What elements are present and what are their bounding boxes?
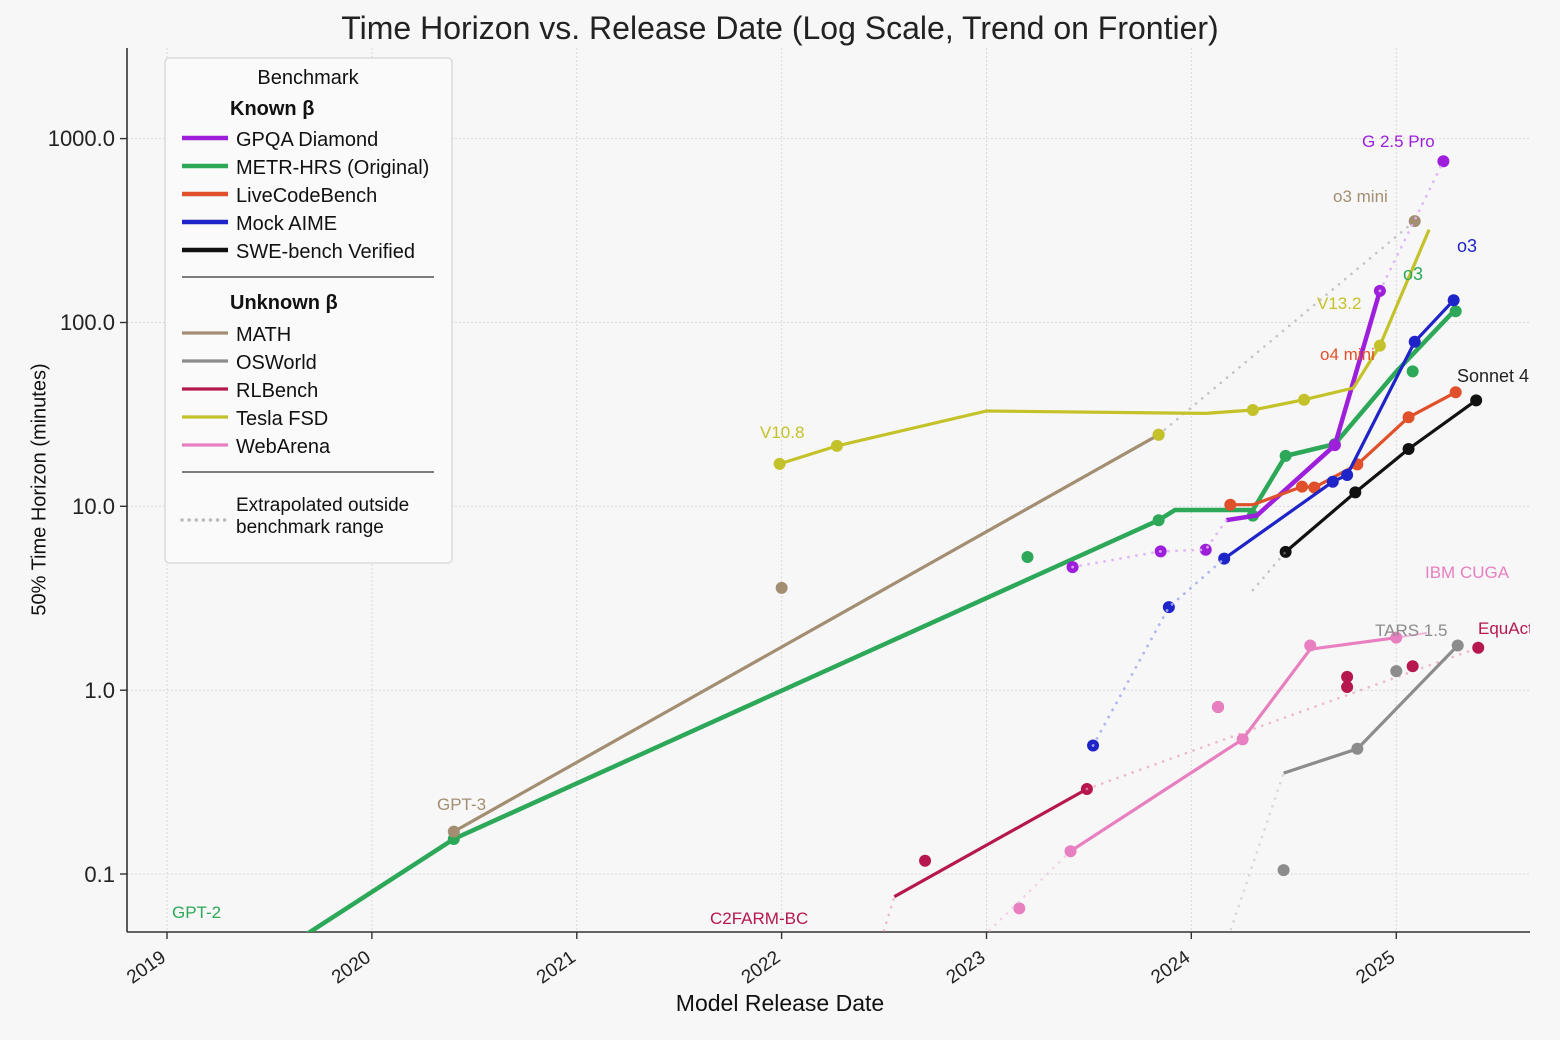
svg-text:2025: 2025 (1352, 947, 1399, 988)
svg-text:o3 mini: o3 mini (1333, 187, 1388, 206)
svg-text:V10.8: V10.8 (760, 423, 804, 442)
svg-text:WebArena: WebArena (236, 436, 331, 458)
svg-text:TARS 1.5: TARS 1.5 (1375, 621, 1447, 640)
svg-text:GPT-2: GPT-2 (172, 903, 221, 922)
svg-text:SWE-bench Verified: SWE-bench Verified (236, 241, 415, 263)
svg-text:0.1: 0.1 (84, 862, 115, 887)
svg-text:GPT-3: GPT-3 (437, 795, 486, 814)
svg-text:o3: o3 (1403, 264, 1423, 284)
svg-text:OSWorld: OSWorld (236, 352, 317, 374)
svg-text:LiveCodeBench: LiveCodeBench (236, 185, 377, 207)
svg-text:2021: 2021 (533, 947, 580, 988)
svg-text:Mock AIME: Mock AIME (236, 213, 337, 235)
svg-text:2022: 2022 (738, 947, 785, 988)
svg-text:Known β: Known β (230, 98, 314, 120)
svg-text:C2FARM-BC: C2FARM-BC (710, 909, 808, 928)
svg-text:METR-HRS (Original): METR-HRS (Original) (236, 157, 429, 179)
svg-text:V13.2: V13.2 (1317, 294, 1361, 313)
svg-text:2019: 2019 (123, 947, 170, 988)
svg-text:2023: 2023 (943, 947, 990, 988)
svg-text:GPQA Diamond: GPQA Diamond (236, 129, 378, 151)
svg-text:G 2.5 Pro: G 2.5 Pro (1362, 132, 1435, 151)
svg-text:MATH: MATH (236, 324, 291, 346)
svg-text:o3: o3 (1457, 236, 1477, 256)
svg-text:Sonnet 4: Sonnet 4 (1457, 366, 1529, 386)
svg-text:1000.0: 1000.0 (48, 126, 115, 151)
svg-text:Extrapolated outside: Extrapolated outside (236, 495, 409, 516)
svg-text:Tesla FSD: Tesla FSD (236, 408, 328, 430)
svg-text:Unknown β: Unknown β (230, 292, 338, 314)
svg-text:benchmark range: benchmark range (236, 517, 384, 538)
svg-text:2024: 2024 (1147, 947, 1194, 989)
svg-text:EquAct: EquAct (1478, 619, 1533, 638)
svg-text:IBM CUGA: IBM CUGA (1425, 563, 1510, 582)
svg-text:Benchmark: Benchmark (257, 67, 359, 89)
svg-text:RLBench: RLBench (236, 380, 318, 402)
svg-text:o4 mini: o4 mini (1320, 345, 1375, 364)
svg-text:1.0: 1.0 (84, 678, 115, 703)
svg-text:10.0: 10.0 (72, 494, 115, 519)
svg-text:2020: 2020 (328, 947, 375, 988)
svg-text:100.0: 100.0 (60, 310, 115, 335)
